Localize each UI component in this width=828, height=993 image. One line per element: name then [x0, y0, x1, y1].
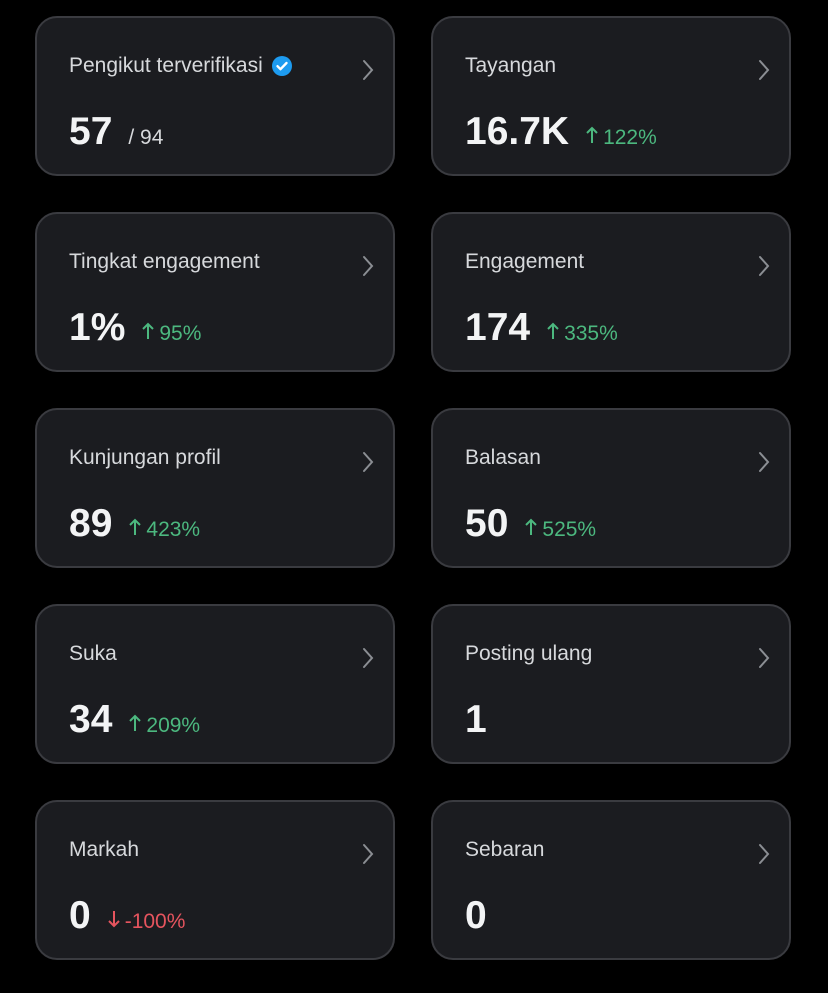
- card-label-row: Tayangan: [465, 54, 556, 78]
- arrow-up: [129, 714, 142, 731]
- card-label-row: Balasan: [465, 446, 541, 470]
- value-row: 50 525%: [465, 502, 596, 546]
- arrow-up: [547, 322, 559, 339]
- card-label: Kunjungan profil: [69, 446, 221, 469]
- chevron: [363, 648, 374, 668]
- change-value: 423%: [146, 518, 201, 541]
- card-label-row: Engagement: [465, 250, 584, 274]
- stat-card[interactable]: Sebaran 0: [431, 800, 791, 960]
- chevron: [363, 452, 374, 472]
- arrow-up: [586, 126, 598, 143]
- card-label: Tingkat engagement: [69, 250, 260, 273]
- stat-card[interactable]: Tayangan 16.7K 122%: [431, 16, 791, 176]
- change-value: 122%: [603, 126, 657, 149]
- verified-badge: [271, 56, 292, 76]
- stat-card[interactable]: Kunjungan profil 89 423%: [35, 408, 395, 568]
- chevron: [759, 60, 770, 80]
- arrow-up: [525, 518, 538, 535]
- stat-card[interactable]: Balasan 50 525%: [431, 408, 791, 568]
- stat-card[interactable]: Markah 0 -100%: [35, 800, 395, 960]
- card-label: Sebaran: [465, 838, 545, 861]
- card-label-row: Pengikut terverifikasi: [69, 54, 293, 78]
- card-label: Pengikut terverifikasi: [69, 54, 263, 77]
- card-label: Tayangan: [465, 54, 557, 77]
- card-label-row: Sebaran: [465, 838, 544, 862]
- card-label-row: Markah: [69, 838, 139, 862]
- change-row: 423%: [128, 518, 200, 542]
- arrow-down: [107, 911, 120, 928]
- card-value: 57: [69, 110, 113, 153]
- card-label: Suka: [69, 642, 117, 665]
- card-value: 1%: [69, 306, 126, 349]
- card-label-row: Posting ulang: [465, 642, 592, 666]
- chevron: [363, 60, 374, 80]
- value-row: 1% 95%: [69, 306, 201, 350]
- change-row: 95%: [141, 322, 201, 346]
- change-row: 209%: [128, 714, 200, 738]
- stat-card[interactable]: Engagement 174 335%: [431, 212, 791, 372]
- chevron: [363, 256, 374, 276]
- stat-card[interactable]: Posting ulang 1: [431, 604, 791, 764]
- value-row: 1: [465, 698, 487, 742]
- value-row: 174 335%: [465, 306, 618, 350]
- card-label-row: Kunjungan profil: [69, 446, 221, 470]
- card-value: 34: [69, 698, 113, 741]
- stat-card[interactable]: Pengikut terverifikasi 57 / 94: [35, 16, 395, 176]
- change-value: 95%: [159, 322, 202, 345]
- change-value: 525%: [542, 518, 597, 541]
- card-label: Markah: [69, 838, 140, 861]
- chevron: [759, 256, 770, 276]
- stat-card[interactable]: Tingkat engagement 1% 95%: [35, 212, 395, 372]
- card-label: Engagement: [465, 250, 585, 273]
- card-total: / 94: [128, 126, 164, 149]
- card-value: 0: [465, 894, 487, 937]
- card-value: 1: [465, 698, 487, 741]
- card-label-row: Tingkat engagement: [69, 250, 260, 274]
- arrow-up: [129, 518, 142, 535]
- change-row: 122%: [585, 126, 657, 150]
- card-value: 89: [69, 502, 113, 545]
- change-value: -100%: [124, 910, 186, 933]
- card-value: 50: [465, 502, 509, 545]
- arrow-up: [142, 322, 155, 339]
- card-label: Posting ulang: [465, 642, 593, 665]
- value-row: 57 / 94: [69, 110, 163, 154]
- card-value: 0: [69, 894, 91, 937]
- change-row: 335%: [546, 322, 618, 346]
- chevron: [363, 844, 374, 864]
- stat-card[interactable]: Suka 34 209%: [35, 604, 395, 764]
- change-value: 209%: [146, 714, 201, 737]
- chevron: [759, 844, 770, 864]
- change-value: 335%: [564, 322, 618, 345]
- change-row: 525%: [524, 518, 596, 542]
- card-label: Balasan: [465, 446, 541, 469]
- card-label-row: Suka: [69, 642, 117, 666]
- value-row: 34 209%: [69, 698, 200, 742]
- value-row: 0: [465, 894, 487, 938]
- card-value: 174: [465, 306, 531, 349]
- value-row: 0 -100%: [69, 894, 185, 938]
- change-row: -100%: [107, 910, 186, 934]
- chevron: [759, 452, 770, 472]
- value-row: 16.7K 122%: [465, 110, 657, 154]
- value-row: 89 423%: [69, 502, 200, 546]
- card-value: 16.7K: [465, 110, 570, 153]
- chevron: [759, 648, 770, 668]
